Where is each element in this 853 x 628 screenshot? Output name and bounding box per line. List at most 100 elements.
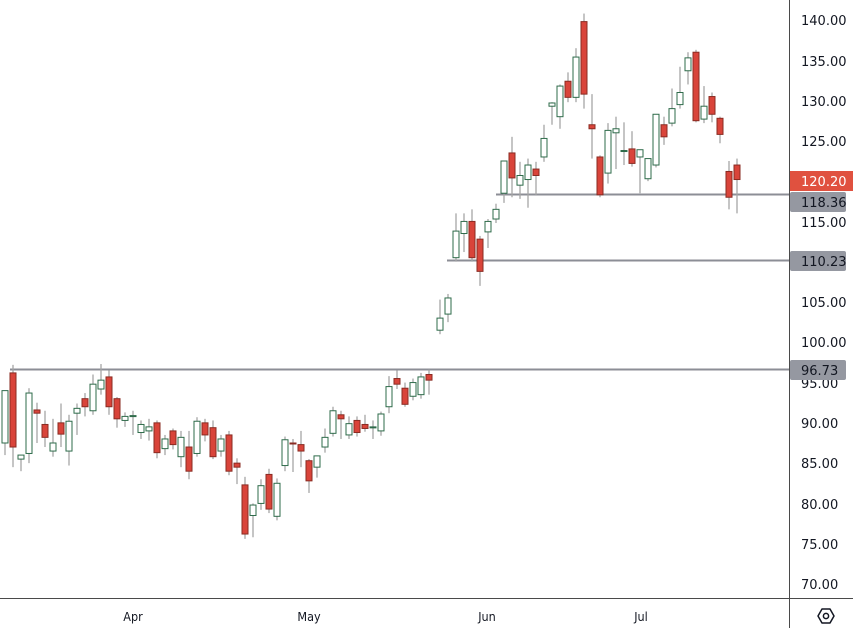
candle [540, 124, 548, 162]
candle [65, 414, 73, 466]
price-tick-80: 80.00 [801, 498, 838, 513]
candle [444, 293, 452, 323]
candle [313, 455, 321, 478]
price-tick-115: 115.00 [801, 216, 847, 231]
candle [452, 213, 460, 262]
hexagon-gear-icon [817, 608, 835, 624]
chart-settings-button[interactable] [817, 608, 835, 624]
candle [644, 158, 652, 182]
candle [9, 364, 17, 468]
price-tick-90: 90.00 [801, 417, 838, 432]
candle [393, 370, 401, 390]
candle [524, 158, 532, 208]
candle [436, 299, 444, 335]
candle [676, 66, 684, 109]
candle [369, 420, 377, 439]
line-tag-96: 96.73 [790, 360, 846, 380]
candle [492, 203, 500, 224]
price-tick-135: 135.00 [801, 55, 847, 70]
candle [169, 428, 177, 450]
candle [153, 420, 161, 459]
candle [620, 122, 628, 166]
candle [241, 476, 249, 539]
candle [185, 430, 193, 480]
candle [25, 388, 33, 464]
candle [361, 414, 369, 432]
line-tag-96-value: 96.73 [801, 364, 838, 379]
candle [468, 209, 476, 262]
candle [572, 48, 580, 103]
candle [57, 403, 65, 448]
candle [1, 390, 9, 456]
candle [460, 213, 468, 253]
price-tick-85: 85.00 [801, 457, 838, 472]
candle [73, 403, 81, 435]
candle [17, 454, 25, 472]
candle [548, 102, 556, 125]
candle [564, 72, 572, 103]
time-label-jul: Jul [633, 609, 648, 624]
candle [289, 438, 297, 472]
candle [417, 372, 425, 399]
line-tag-110: 110.23 [790, 251, 847, 271]
candle [321, 428, 329, 453]
candle [580, 13, 588, 109]
candle [89, 374, 97, 415]
candle [217, 434, 225, 457]
candle [145, 418, 153, 441]
candle [129, 410, 137, 435]
candle [353, 416, 361, 437]
candle [385, 376, 393, 414]
horizontal-lines[interactable] [10, 193, 789, 371]
candle [305, 459, 313, 493]
price-tick-105: 105.00 [801, 296, 847, 311]
candle [532, 161, 540, 195]
candle [556, 84, 564, 129]
candle [297, 430, 305, 468]
price-tick-125: 125.00 [801, 135, 847, 150]
price-axis[interactable]: 140.00 135.00 130.00 125.00 115.00 105.0… [801, 14, 847, 593]
candle [97, 364, 105, 395]
candle [612, 116, 620, 170]
time-label-apr: Apr [123, 609, 143, 624]
candle [249, 503, 257, 538]
candle [733, 158, 741, 214]
candle [652, 113, 660, 168]
candle [628, 131, 636, 167]
time-label-may: May [297, 609, 321, 624]
candle [668, 88, 676, 127]
candle [81, 393, 89, 417]
time-label-jun: Jun [477, 609, 496, 624]
candle [484, 219, 492, 249]
candle [725, 160, 733, 210]
candle [225, 430, 233, 476]
candle [377, 411, 385, 436]
candle [161, 434, 169, 456]
candle [700, 86, 708, 124]
candle [105, 370, 113, 415]
price-tick-70: 70.00 [801, 578, 838, 593]
candle [281, 436, 289, 472]
candle [684, 52, 692, 85]
time-axis[interactable]: Apr May Jun Jul [123, 609, 648, 624]
candle [716, 116, 724, 144]
candle [121, 412, 129, 427]
candle [604, 123, 612, 184]
candle [209, 420, 217, 460]
price-tick-140: 140.00 [801, 14, 847, 29]
candle [193, 417, 201, 457]
current-price-tag: 120.20 [790, 171, 853, 191]
candle [516, 161, 524, 199]
candle [329, 406, 337, 437]
candle [401, 382, 409, 407]
candle [660, 116, 668, 145]
candle [265, 468, 273, 514]
candle [49, 418, 57, 457]
price-tick-100: 100.00 [801, 336, 847, 351]
candle [588, 94, 596, 159]
candle [508, 136, 516, 198]
price-tick-130: 130.00 [801, 95, 847, 110]
candle [177, 430, 185, 468]
